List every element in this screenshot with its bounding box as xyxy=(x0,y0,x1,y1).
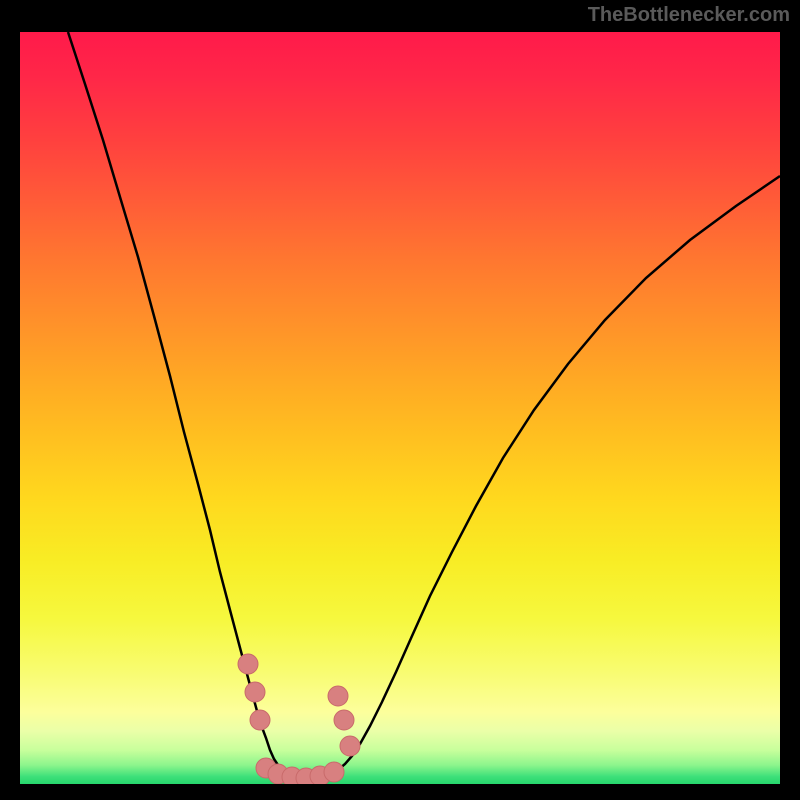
marker-dot xyxy=(250,710,270,730)
plot-svg xyxy=(20,32,780,784)
marker-dot xyxy=(245,682,265,702)
marker-dot xyxy=(340,736,360,756)
chart-container: TheBottlenecker.com xyxy=(0,0,800,800)
gradient-background xyxy=(20,32,780,784)
marker-dot xyxy=(334,710,354,730)
marker-dot xyxy=(324,762,344,782)
plot-area xyxy=(20,32,780,784)
marker-dot xyxy=(238,654,258,674)
marker-dot xyxy=(328,686,348,706)
watermark-text: TheBottlenecker.com xyxy=(588,4,790,27)
